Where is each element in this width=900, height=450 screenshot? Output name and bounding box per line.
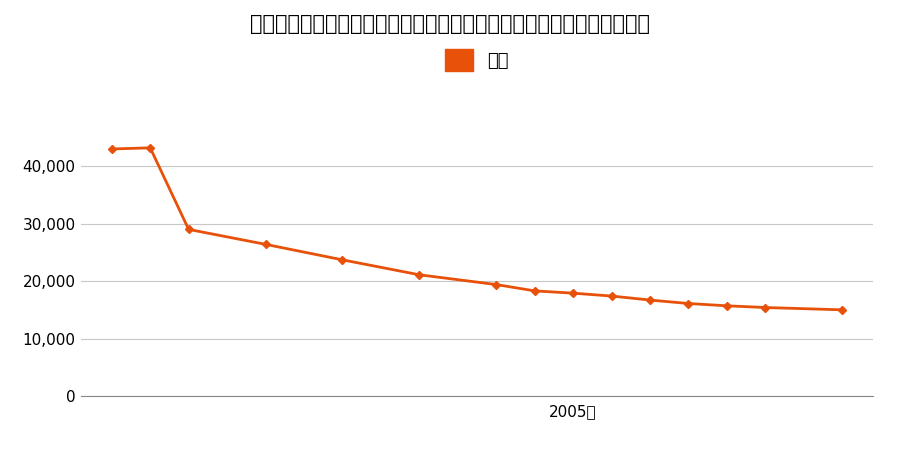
価格 bbox=[760, 305, 770, 310]
価格 bbox=[837, 307, 848, 313]
価格 bbox=[644, 297, 655, 303]
価格 bbox=[568, 290, 579, 296]
価格 bbox=[337, 257, 347, 262]
価格 bbox=[414, 272, 425, 278]
Line: 価格: 価格 bbox=[109, 145, 845, 313]
Legend: 価格: 価格 bbox=[446, 49, 508, 71]
価格 bbox=[683, 301, 694, 306]
価格 bbox=[491, 282, 501, 287]
Text: 長野県北佐久郡御代田町大字御代田字休ケ原２７１４番３８の地価推移: 長野県北佐久郡御代田町大字御代田字休ケ原２７１４番３８の地価推移 bbox=[250, 14, 650, 33]
価格 bbox=[260, 242, 271, 247]
価格 bbox=[722, 303, 733, 309]
価格 bbox=[145, 145, 156, 151]
価格 bbox=[529, 288, 540, 293]
価格 bbox=[607, 293, 617, 299]
価格 bbox=[184, 227, 194, 232]
価格 bbox=[106, 146, 117, 152]
